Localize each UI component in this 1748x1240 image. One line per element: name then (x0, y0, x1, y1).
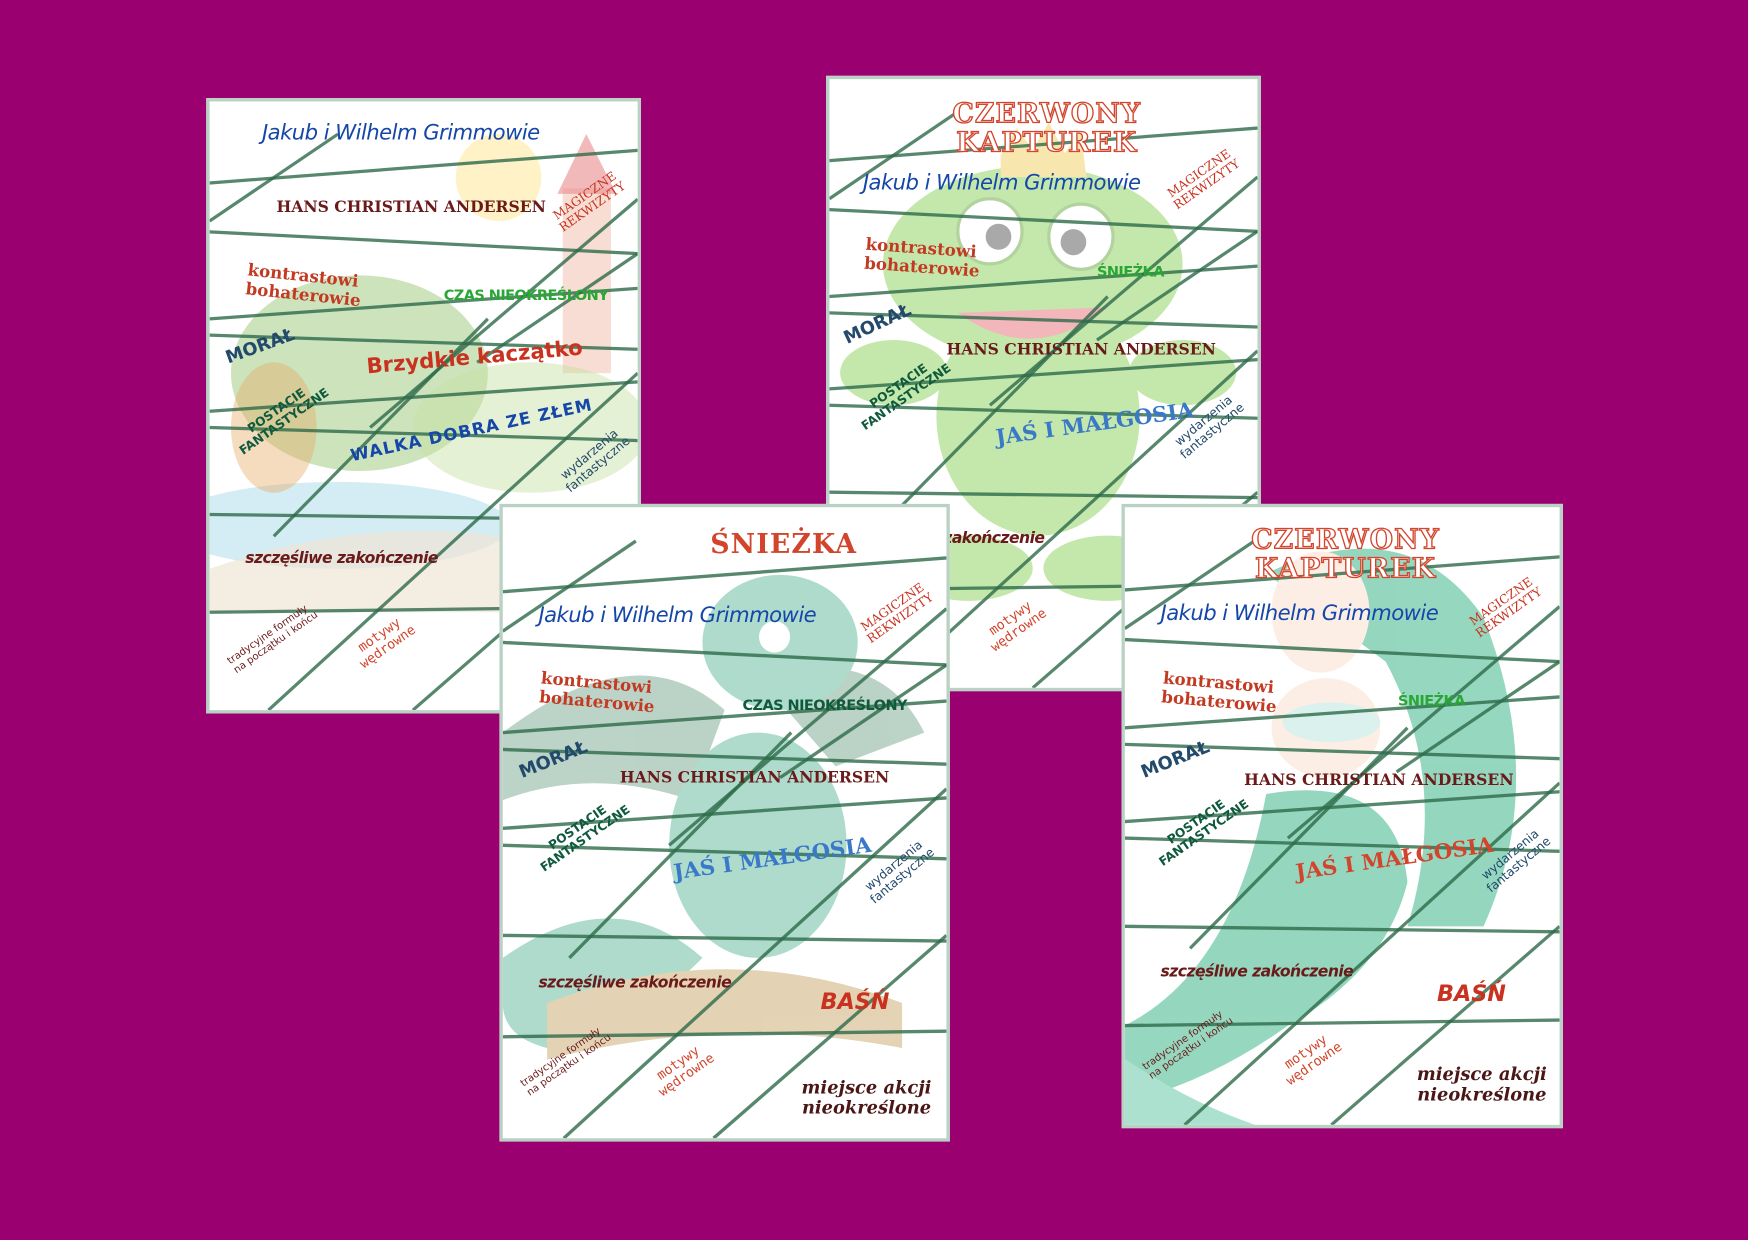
cut-line (502, 796, 947, 831)
label-authors: Jakub i Wilhelm Grimmowie (1160, 600, 1439, 626)
cut-line (887, 349, 1258, 688)
worksheet-brzydkie-kaczatko: Jakub i Wilhelm Grimmowie HANS CHRISTIAN … (206, 98, 642, 714)
cut-line (829, 357, 1258, 391)
cut-line (829, 207, 1258, 233)
cut-line (1330, 925, 1560, 1125)
worksheet-sniezka-dragon: ŚNIEŻKA Jakub i Wilhelm Grimmowie MAGICZNE… (499, 503, 950, 1142)
cut-line (829, 126, 1258, 163)
label-title: CZERWONY KAPTUREK (1251, 522, 1440, 585)
label-miejsce: miejsce akcji nieokreślone (801, 1076, 932, 1118)
cut-line (502, 539, 637, 633)
label-authors: Jakub i Wilhelm Grimmowie (261, 120, 540, 145)
cut-line (502, 699, 947, 735)
label-andersen: HANS CHRISTIAN ANDERSEN (276, 198, 546, 217)
label-happy: szczęśliwe zakończenie (1160, 963, 1354, 982)
cut-line (1124, 555, 1560, 592)
label-sniezka: ŚNIEŻKA (1397, 693, 1465, 711)
cut-line (502, 640, 947, 667)
label-happy: szczęśliwe zakończenie (245, 549, 438, 568)
cut-line (829, 110, 959, 201)
cut-line (668, 607, 947, 847)
cut-line (829, 311, 1258, 329)
cut-line (988, 175, 1258, 407)
cut-line (829, 490, 1258, 500)
cut-line (502, 933, 947, 943)
label-andersen: HANS CHRISTIAN ANDERSEN (619, 769, 890, 788)
cut-line (267, 371, 638, 711)
cut-line (1183, 781, 1560, 1125)
cut-line (892, 295, 1109, 516)
label-basn: BAŚŃ (1436, 979, 1506, 1007)
label-andersen: HANS CHRISTIAN ANDERSEN (946, 341, 1216, 359)
label-czas: CZAS NIEOKREŚLONY (443, 287, 609, 305)
label-andersen: HANS CHRISTIAN ANDERSEN (1244, 771, 1514, 790)
cut-line (1124, 1018, 1560, 1028)
cut-line (209, 380, 638, 413)
cut-line (209, 132, 339, 223)
cut-line (562, 787, 947, 1139)
label-basn: BAŚŃ (820, 987, 890, 1015)
cut-line (779, 663, 947, 780)
label-kontrast: kontrastowi bohaterowie (863, 234, 981, 281)
cut-line (1124, 742, 1560, 761)
puzzle-cut-lines (1124, 538, 1560, 1125)
label-miejsce: miejsce akcji nieokreślone (1416, 1063, 1547, 1105)
cut-line (369, 198, 638, 429)
cut-line (502, 747, 947, 766)
label-happy: szczęśliwe zakończenie (538, 974, 732, 993)
cut-line (712, 934, 947, 1139)
label-sniezka: ŚNIEŻKA (1096, 264, 1164, 281)
cut-line (1395, 660, 1560, 774)
cut-line (272, 317, 489, 538)
cut-line (1096, 229, 1258, 342)
cut-line (1286, 605, 1560, 840)
cut-line (502, 1029, 947, 1039)
cut-line (1124, 538, 1257, 630)
puzzle-cut-lines (502, 539, 947, 1139)
label-authors: Jakub i Wilhelm Grimmowie (538, 603, 817, 628)
worksheet-czerwony-kapturek-mermaid: CZERWONY KAPTUREK Jakub i Wilhelm Grimmow… (1121, 503, 1563, 1129)
cut-line (209, 230, 638, 256)
dragon-illustration (502, 574, 925, 1060)
cut-line (1124, 790, 1560, 824)
cut-line (209, 333, 638, 351)
label-title: CZERWONY KAPTUREK (952, 96, 1142, 159)
label-title: ŚNIEŻKA (710, 527, 858, 560)
cut-line (1124, 695, 1560, 730)
cut-line (1188, 726, 1409, 950)
cut-line (1124, 637, 1560, 664)
cut-line (476, 252, 638, 364)
cut-line (568, 731, 793, 960)
cut-line (209, 286, 638, 321)
label-authors: Jakub i Wilhelm Grimmowie (862, 170, 1141, 196)
label-czas: CZAS NIEOKREŚLONY (742, 697, 907, 715)
cut-line (829, 264, 1258, 299)
cut-line (502, 556, 947, 594)
frog-prince-illustration (840, 122, 1237, 601)
cut-line (1124, 924, 1560, 934)
cut-line (209, 148, 638, 185)
